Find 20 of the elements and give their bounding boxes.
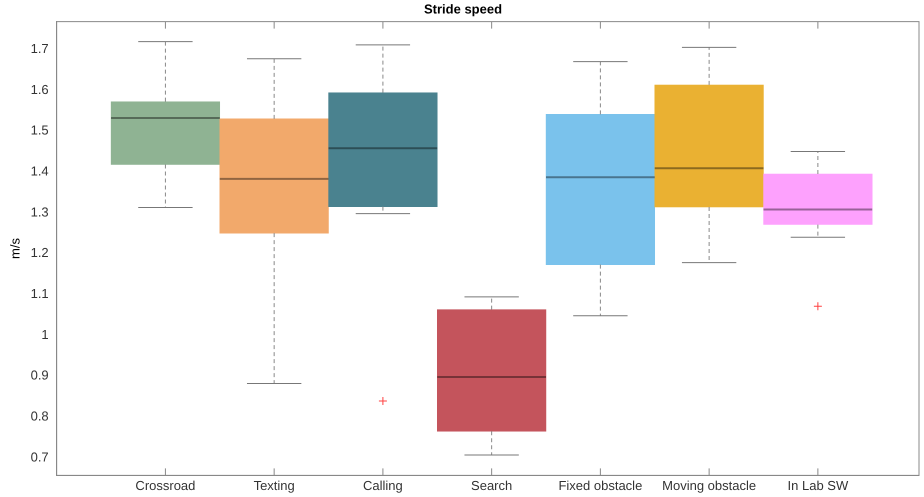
y-axis-title: m/s bbox=[7, 238, 22, 259]
chart-title: Stride speed bbox=[424, 1, 502, 16]
y-tick-label: 0.9 bbox=[30, 368, 49, 383]
y-tick-label: 1.6 bbox=[30, 82, 49, 97]
x-tick-label: Crossroad bbox=[135, 478, 196, 493]
y-tick-label: 0.8 bbox=[30, 408, 49, 424]
x-tick-label: Moving obstacle bbox=[662, 478, 756, 493]
x-tick-label: Search bbox=[471, 478, 512, 493]
y-tick-label: 1.7 bbox=[30, 40, 49, 56]
x-tick-label: In Lab SW bbox=[788, 478, 849, 493]
x-tick-label: Texting bbox=[254, 478, 295, 493]
y-tick-label: 1 bbox=[41, 326, 49, 342]
x-tick-label: Fixed obstacle bbox=[558, 478, 642, 493]
y-tick-label: 0.7 bbox=[30, 449, 49, 464]
y-tick-label: 1.3 bbox=[30, 204, 49, 220]
y-tick-label: 1.5 bbox=[30, 122, 49, 138]
y-tick-label: 1.2 bbox=[30, 245, 49, 260]
x-tick-label: Calling bbox=[363, 478, 403, 493]
y-tick-label: 1.1 bbox=[30, 286, 49, 302]
y-tick-label: 1.4 bbox=[30, 163, 49, 178]
